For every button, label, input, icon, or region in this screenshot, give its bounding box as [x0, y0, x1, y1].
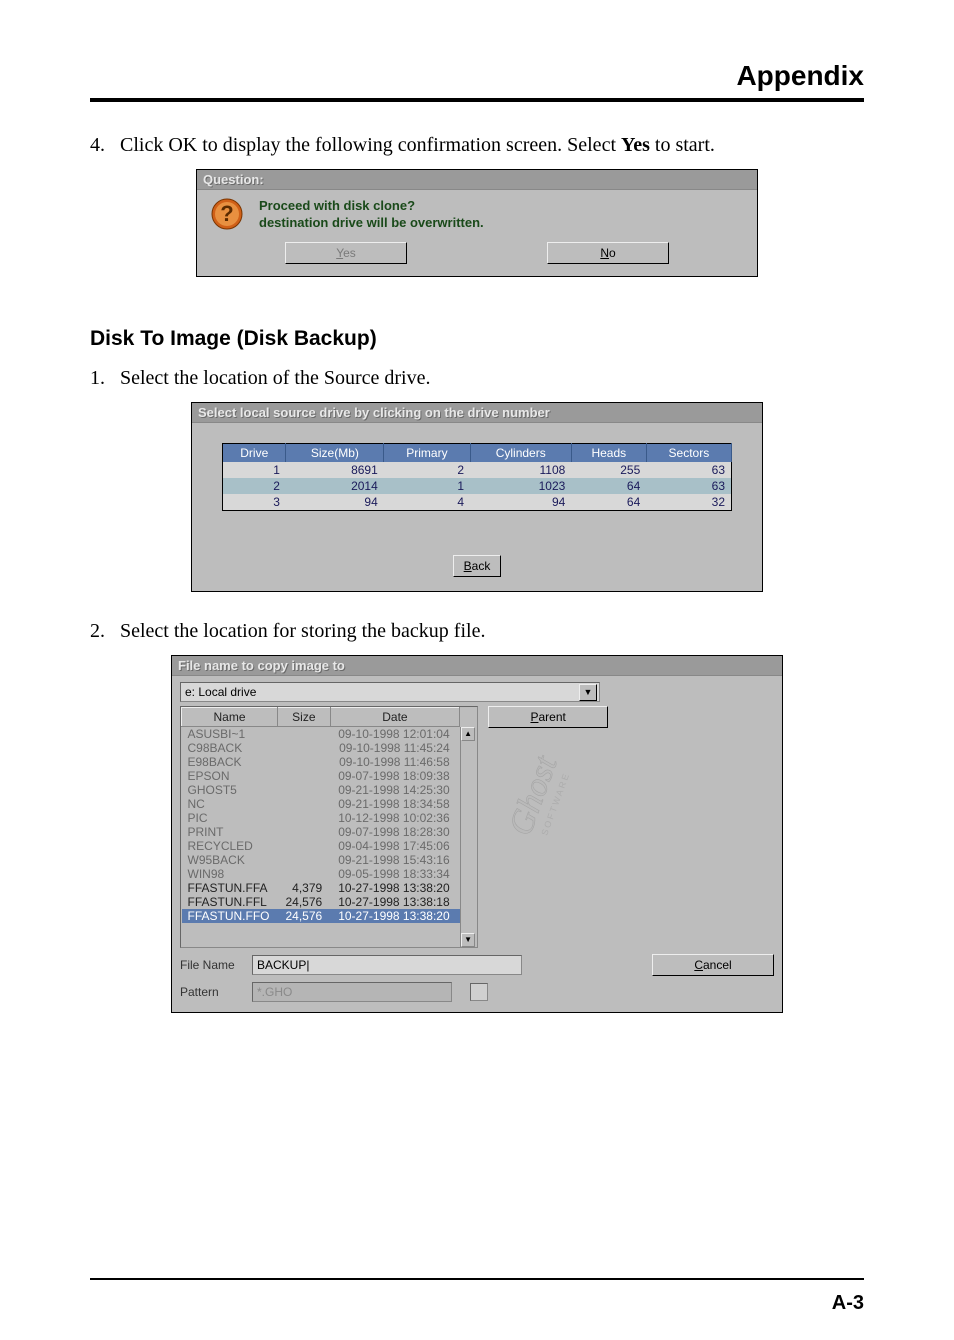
- file-row[interactable]: W95BACK09-21-1998 15:43:16: [182, 853, 460, 867]
- file-row[interactable]: GHOST509-21-1998 14:25:30: [182, 783, 460, 797]
- file-sidebar: Parent Ghost SOFTWARE: [484, 702, 612, 948]
- file-dialog: File name to copy image to e: Local driv…: [171, 655, 783, 1013]
- step-4-number: 4.: [90, 132, 120, 159]
- file-mid-row: Name Size Date ASUSBI~109-10-1998 12:01:…: [180, 702, 774, 948]
- file-row[interactable]: FFASTUN.FFL24,57610-27-1998 13:38:18: [182, 895, 460, 909]
- drive-row[interactable]: 22014110236463: [223, 478, 732, 494]
- pattern-label: Pattern: [180, 985, 244, 999]
- col-sectors: Sectors: [646, 443, 731, 462]
- question-dialog-title: Question:: [197, 170, 757, 190]
- step-1-text: Select the location of the Source drive.: [120, 365, 430, 392]
- file-row[interactable]: NC09-21-1998 18:34:58: [182, 797, 460, 811]
- drive-table: Drive Size(Mb) Primary Cylinders Heads S…: [222, 443, 732, 511]
- drive-combo[interactable]: e: Local drive ▼: [180, 682, 600, 702]
- ghost-logo-icon: Ghost SOFTWARE: [498, 736, 598, 866]
- drive-select-dialog: Select local source drive by clicking on…: [191, 402, 763, 592]
- file-row[interactable]: FFASTUN.FFO24,57610-27-1998 13:38:20: [182, 909, 460, 923]
- col-cylinders: Cylinders: [470, 443, 571, 462]
- file-row[interactable]: PRINT09-07-1998 18:28:30: [182, 825, 460, 839]
- step-2: 2. Select the location for storing the b…: [90, 618, 864, 645]
- footer-rule: [90, 1278, 864, 1280]
- col-drive: Drive: [223, 443, 286, 462]
- pattern-input[interactable]: *.GHO: [252, 982, 452, 1002]
- yes-button[interactable]: Yes: [285, 242, 407, 264]
- file-dialog-body: e: Local drive ▼ Name Size Date: [172, 676, 782, 1012]
- step-4-text: Click OK to display the following confir…: [120, 132, 715, 159]
- step-1: 1. Select the location of the Source dri…: [90, 365, 864, 392]
- step-4: 4. Click OK to display the following con…: [90, 132, 864, 159]
- file-row[interactable]: EPSON09-07-1998 18:09:38: [182, 769, 460, 783]
- filename-row: File Name BACKUP| Cancel: [180, 954, 774, 976]
- col-size: Size: [278, 707, 331, 726]
- col-heads: Heads: [571, 443, 646, 462]
- file-dialog-title: File name to copy image to: [172, 656, 782, 676]
- filename-input[interactable]: BACKUP|: [252, 955, 522, 975]
- drive-row[interactable]: 3944946432: [223, 494, 732, 511]
- question-buttons: Yes No: [197, 236, 757, 276]
- svg-text:?: ?: [220, 201, 233, 226]
- file-row[interactable]: FFASTUN.FFA4,37910-27-1998 13:38:20: [182, 881, 460, 895]
- pattern-checkbox[interactable]: [470, 983, 488, 1001]
- back-button[interactable]: Back: [453, 555, 502, 577]
- drive-table-header: Drive Size(Mb) Primary Cylinders Heads S…: [223, 443, 732, 462]
- question-dialog: Question: ? Proceed with disk clone? des…: [196, 169, 758, 277]
- section-title: Disk To Image (Disk Backup): [90, 327, 864, 351]
- filename-label: File Name: [180, 958, 244, 972]
- col-size: Size(Mb): [286, 443, 384, 462]
- parent-button[interactable]: Parent: [488, 706, 608, 728]
- file-listbox: Name Size Date ASUSBI~109-10-1998 12:01:…: [180, 706, 478, 948]
- header-title: Appendix: [90, 60, 864, 92]
- drive-button-row: Back: [222, 551, 732, 577]
- drive-dialog-body: Drive Size(Mb) Primary Cylinders Heads S…: [192, 423, 762, 591]
- file-list-area: Name Size Date ASUSBI~109-10-1998 12:01:…: [181, 707, 460, 947]
- chevron-down-icon[interactable]: ▼: [579, 684, 597, 701]
- page-number: A-3: [832, 1292, 864, 1315]
- question-dialog-body: ? Proceed with disk clone? destination d…: [197, 190, 757, 236]
- drive-combo-value: e: Local drive: [185, 685, 256, 699]
- step-1-number: 1.: [90, 365, 120, 392]
- file-row[interactable]: RECYCLED09-04-1998 17:45:06: [182, 839, 460, 853]
- file-row[interactable]: PIC10-12-1998 10:02:36: [182, 811, 460, 825]
- drive-dialog-title: Select local source drive by clicking on…: [192, 403, 762, 423]
- scrollbar[interactable]: ▲ ▼: [460, 727, 477, 947]
- header-rule: [90, 98, 864, 102]
- file-row[interactable]: C98BACK09-10-1998 11:45:24: [182, 741, 460, 755]
- file-row[interactable]: E98BACK09-10-1998 11:46:58: [182, 755, 460, 769]
- step-2-text: Select the location for storing the back…: [120, 618, 485, 645]
- col-date: Date: [330, 707, 459, 726]
- drive-row[interactable]: 186912110825563: [223, 462, 732, 478]
- pattern-row: Pattern *.GHO: [180, 982, 774, 1002]
- file-table: Name Size Date ASUSBI~109-10-1998 12:01:…: [181, 707, 460, 923]
- scroll-up-icon[interactable]: ▲: [461, 727, 475, 741]
- cancel-button[interactable]: Cancel: [652, 954, 774, 976]
- file-row[interactable]: ASUSBI~109-10-1998 12:01:04: [182, 726, 460, 741]
- drive-table-spacer: [222, 511, 732, 551]
- drive-row: e: Local drive ▼: [180, 682, 774, 702]
- page: Appendix 4. Click OK to display the foll…: [0, 0, 954, 1340]
- col-primary: Primary: [384, 443, 470, 462]
- scroll-down-icon[interactable]: ▼: [461, 933, 475, 947]
- step-2-number: 2.: [90, 618, 120, 645]
- col-name: Name: [182, 707, 278, 726]
- no-button[interactable]: No: [547, 242, 669, 264]
- question-icon: ?: [211, 198, 243, 230]
- file-table-header: Name Size Date: [182, 707, 460, 726]
- question-text: Proceed with disk clone? destination dri…: [259, 198, 484, 232]
- file-row[interactable]: WIN9809-05-1998 18:33:34: [182, 867, 460, 881]
